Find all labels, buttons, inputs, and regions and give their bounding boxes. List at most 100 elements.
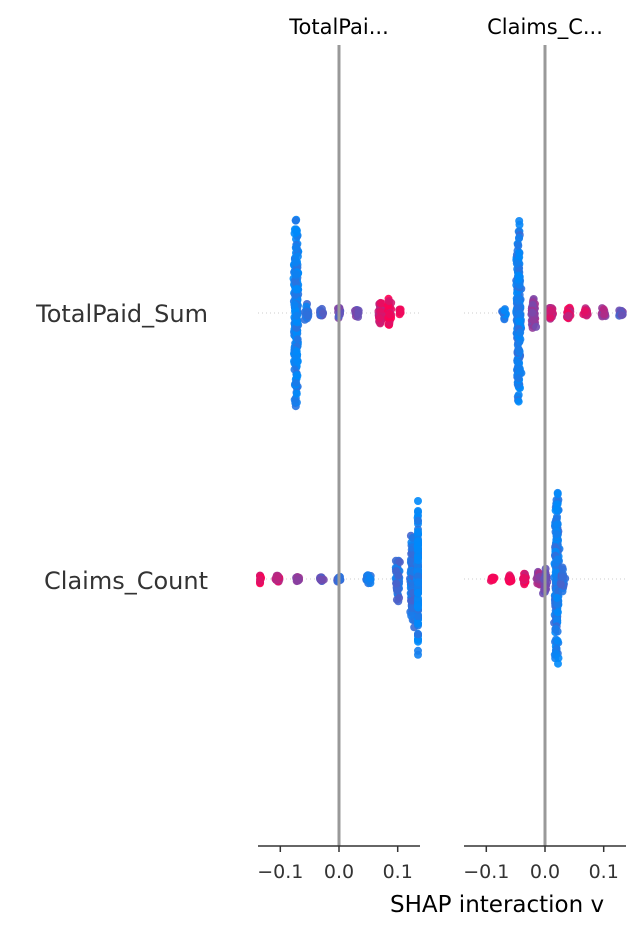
data-point xyxy=(514,302,523,311)
x-tick-label: 0.0 xyxy=(324,861,354,883)
x-axes: −0.1 0.0 0.1 −0.1 0.0 0.1 xyxy=(257,845,626,883)
data-point xyxy=(273,573,282,582)
data-point xyxy=(292,270,300,279)
data-point xyxy=(413,603,422,612)
data-point xyxy=(546,305,555,314)
data-point xyxy=(292,311,301,320)
data-point xyxy=(256,575,264,584)
data-points xyxy=(256,215,627,668)
data-point xyxy=(617,311,626,320)
data-point xyxy=(414,527,422,536)
data-point xyxy=(316,575,325,584)
data-point xyxy=(553,500,562,509)
data-point xyxy=(414,572,422,581)
data-point xyxy=(290,395,299,404)
data-point xyxy=(553,608,562,617)
data-point xyxy=(558,563,567,572)
data-point xyxy=(516,328,525,337)
data-point xyxy=(528,308,537,317)
data-point xyxy=(319,309,328,318)
data-point xyxy=(489,575,498,584)
x-tick-label: 0.1 xyxy=(383,861,413,883)
data-point xyxy=(292,378,301,387)
row-label-claims-count: Claims_Count xyxy=(44,567,208,595)
data-point xyxy=(385,297,393,306)
data-point xyxy=(354,309,363,317)
data-point xyxy=(394,571,403,580)
data-point xyxy=(514,271,523,280)
data-point xyxy=(292,285,301,294)
data-point xyxy=(564,312,573,321)
data-point xyxy=(553,490,562,498)
data-point xyxy=(514,296,523,305)
data-point xyxy=(293,318,302,327)
data-point xyxy=(551,624,560,633)
data-point xyxy=(414,612,422,621)
data-point xyxy=(552,530,561,539)
data-point xyxy=(414,552,422,561)
data-point xyxy=(580,306,589,315)
data-point xyxy=(396,308,405,317)
data-point xyxy=(514,345,523,354)
data-point xyxy=(414,646,422,655)
data-point xyxy=(553,616,562,625)
data-point xyxy=(376,299,385,308)
data-point xyxy=(520,574,529,583)
row-guide-lines xyxy=(258,312,626,580)
data-point xyxy=(514,374,523,383)
data-point xyxy=(395,558,404,567)
data-point xyxy=(515,217,524,225)
data-point xyxy=(514,241,523,250)
x-tick-label: 0.1 xyxy=(589,861,619,883)
data-point xyxy=(600,310,609,319)
data-point xyxy=(512,259,521,268)
panel-title-claims: Claims_C... xyxy=(487,15,603,40)
data-point xyxy=(414,497,422,505)
data-point xyxy=(292,347,301,356)
data-point xyxy=(293,252,302,261)
data-point xyxy=(556,579,565,588)
x-tick-label: −0.1 xyxy=(463,861,509,883)
data-point xyxy=(375,314,384,323)
data-point xyxy=(293,576,302,585)
data-point xyxy=(303,311,311,319)
data-point xyxy=(546,313,555,322)
data-point xyxy=(532,322,541,331)
data-point xyxy=(293,335,302,344)
data-point xyxy=(513,357,522,366)
data-point xyxy=(414,630,422,639)
data-point xyxy=(515,248,524,257)
data-point xyxy=(414,619,422,628)
data-point xyxy=(414,516,422,525)
data-point xyxy=(507,576,516,585)
panel-title-totalpaid: TotalPai... xyxy=(288,15,389,39)
data-point xyxy=(414,578,422,587)
data-point xyxy=(385,309,394,318)
data-point xyxy=(414,588,422,597)
data-point xyxy=(558,573,567,582)
data-point xyxy=(292,243,301,251)
zero-lines xyxy=(337,45,547,846)
data-point xyxy=(291,216,300,225)
data-point xyxy=(553,636,562,645)
data-point xyxy=(365,574,374,583)
data-point xyxy=(414,507,422,515)
row-label-totalpaid-sum: TotalPaid_Sum xyxy=(35,300,208,328)
data-point xyxy=(515,233,524,242)
data-point xyxy=(554,659,562,668)
data-point xyxy=(414,545,422,554)
data-point xyxy=(551,506,560,515)
x-axis-label: SHAP interaction v xyxy=(390,892,604,918)
data-point xyxy=(291,258,300,267)
data-point xyxy=(552,593,561,602)
data-point xyxy=(514,397,523,406)
data-point xyxy=(292,389,301,398)
data-point xyxy=(515,309,524,318)
data-point xyxy=(515,317,524,326)
data-point xyxy=(392,595,401,604)
data-point xyxy=(414,637,422,646)
data-point xyxy=(290,225,299,234)
x-tick-label: −0.1 xyxy=(257,861,303,883)
